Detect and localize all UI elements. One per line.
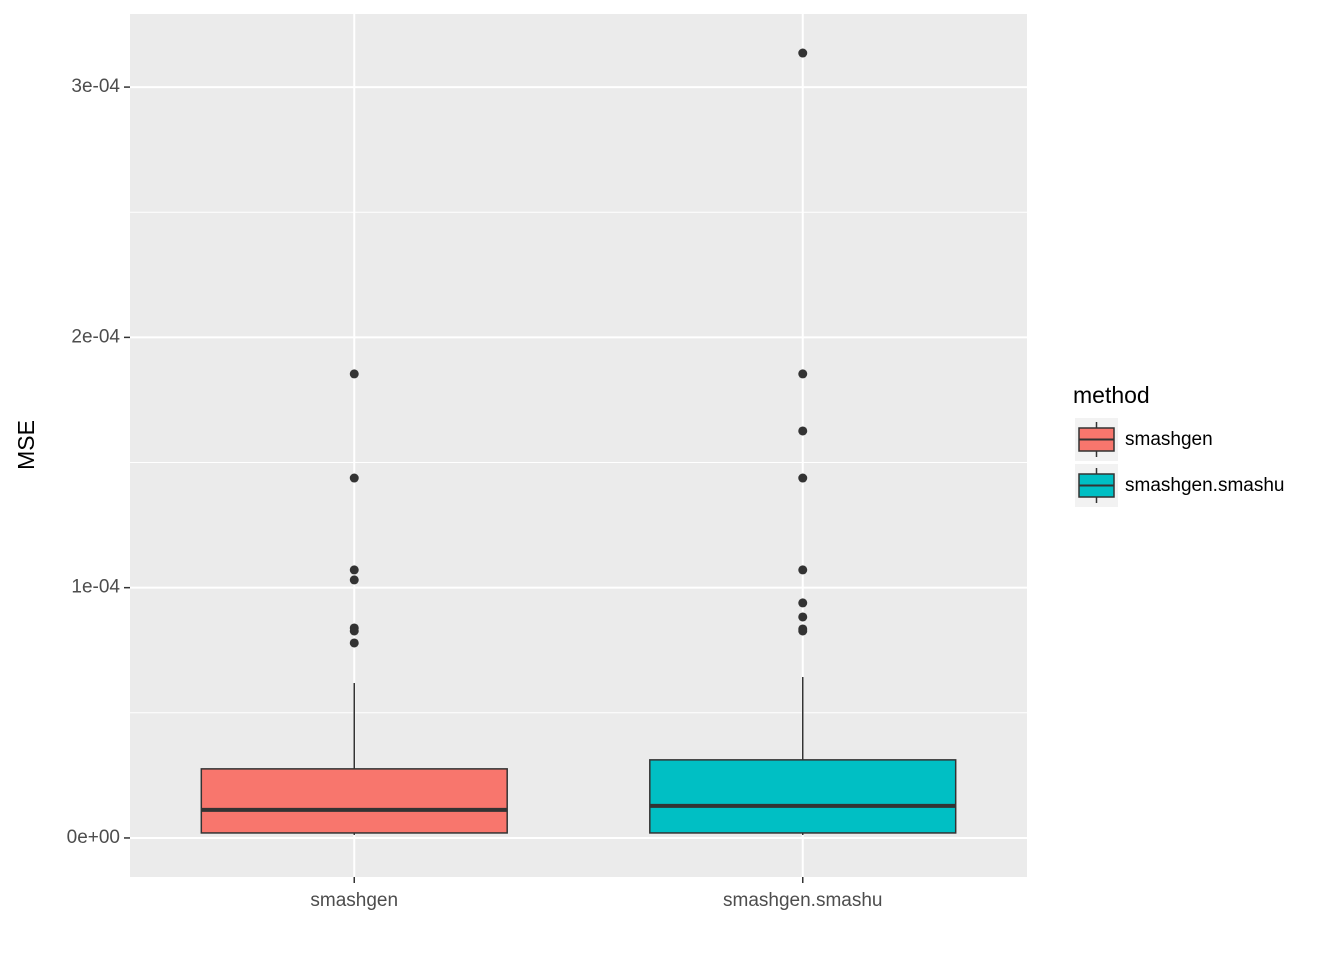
y-tick-label: 0e+00 — [67, 827, 120, 848]
outlier — [798, 48, 808, 58]
legend-title: method — [1073, 382, 1150, 408]
outlier — [349, 473, 359, 483]
outlier — [798, 473, 808, 483]
outlier — [798, 565, 808, 575]
outlier — [798, 426, 808, 436]
panel — [130, 14, 1027, 877]
y-tick-label: 2e-04 — [71, 326, 120, 347]
outlier — [349, 638, 359, 648]
box — [200, 768, 508, 834]
outlier — [798, 598, 808, 608]
outlier — [349, 565, 359, 575]
x-tick-label: smashgen — [310, 890, 398, 911]
y-tick-label: 3e-04 — [71, 76, 120, 97]
y-tick-label: 1e-04 — [71, 577, 120, 598]
x-tick-label: smashgen.smashu — [723, 890, 882, 911]
legend-label: smashgen — [1125, 429, 1213, 450]
outlier — [349, 626, 359, 636]
outlier — [798, 369, 808, 379]
outlier — [798, 626, 808, 636]
outlier — [349, 575, 359, 585]
box — [649, 759, 957, 834]
y-axis-title: MSE — [13, 420, 39, 470]
outlier — [349, 369, 359, 379]
outlier — [798, 612, 808, 622]
legend-label: smashgen.smashu — [1125, 475, 1284, 496]
